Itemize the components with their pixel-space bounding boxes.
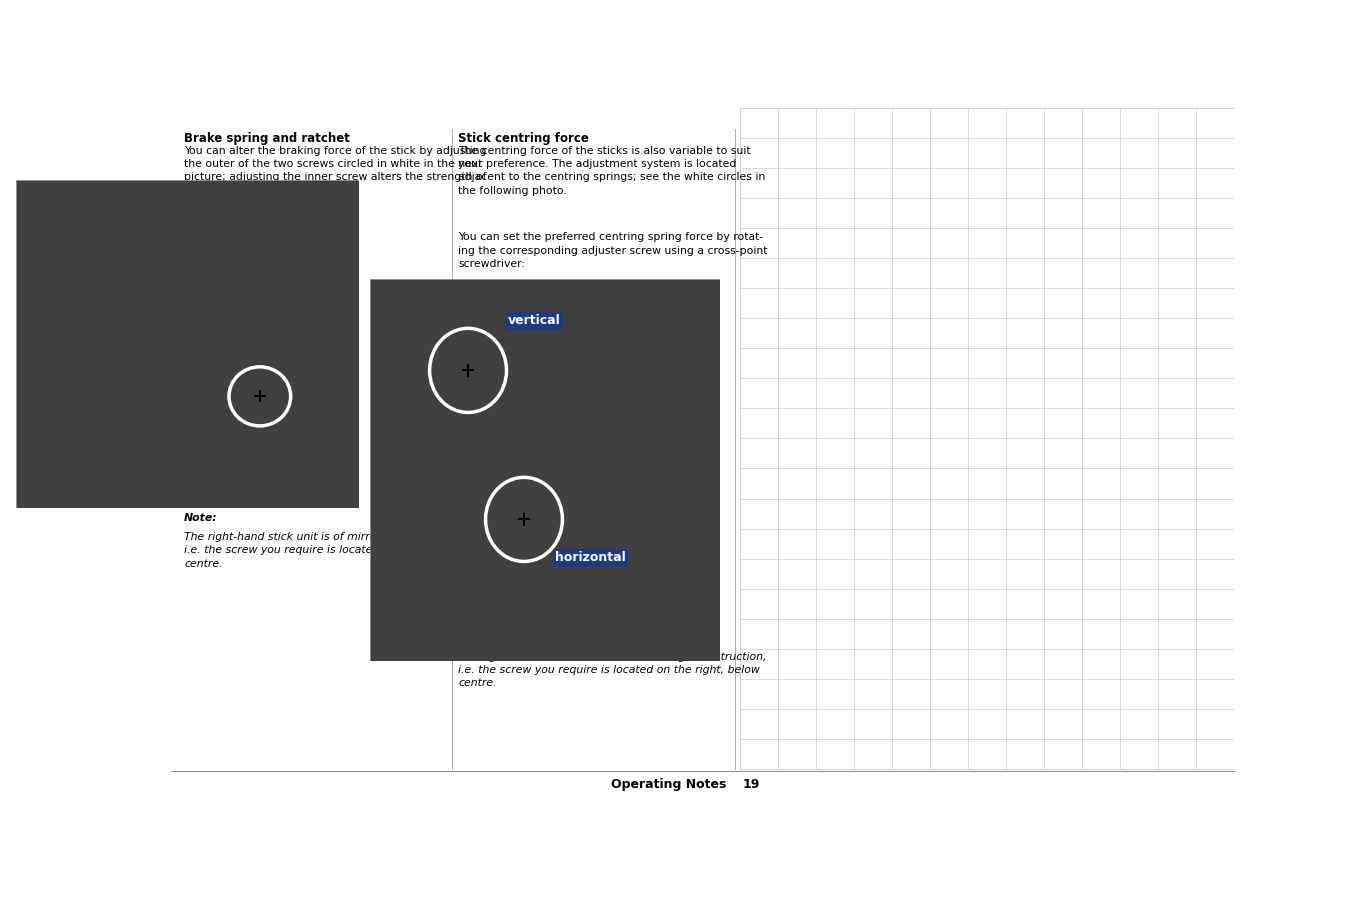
Bar (740, 108, 1234, 769)
Text: Brake spring and ratchet: Brake spring and ratchet (184, 132, 350, 145)
Text: You can alter the braking force of the stick by adjusting
the outer of the two s: You can alter the braking force of the s… (184, 146, 487, 196)
Text: horizontal: horizontal (555, 551, 625, 564)
Text: The right-hand stick unit is of mirror-image construction,
i.e. the screw you re: The right-hand stick unit is of mirror-i… (458, 652, 766, 689)
Text: Operating Notes: Operating Notes (610, 779, 727, 791)
Text: •  Turn to the left    = softer spring tension.: • Turn to the left = softer spring tensi… (458, 300, 695, 310)
Text: The centring force of the sticks is also variable to suit
your preference. The a: The centring force of the sticks is also… (458, 146, 765, 196)
Text: You can set the preferred centring spring force by rotat-
ing the corresponding : You can set the preferred centring sprin… (458, 233, 768, 269)
Text: Note:: Note: (184, 512, 218, 523)
Text: vertical: vertical (509, 315, 561, 327)
Text: 19: 19 (743, 779, 761, 791)
Text: Note:: Note: (458, 633, 492, 643)
Text: The right-hand stick unit is of mirror-image construction,
i.e. the screw you re: The right-hand stick unit is of mirror-i… (184, 532, 492, 568)
Text: •  Turn to the right  = harder spring tension;: • Turn to the right = harder spring tens… (458, 282, 701, 292)
Text: Stick centring force: Stick centring force (458, 132, 590, 145)
